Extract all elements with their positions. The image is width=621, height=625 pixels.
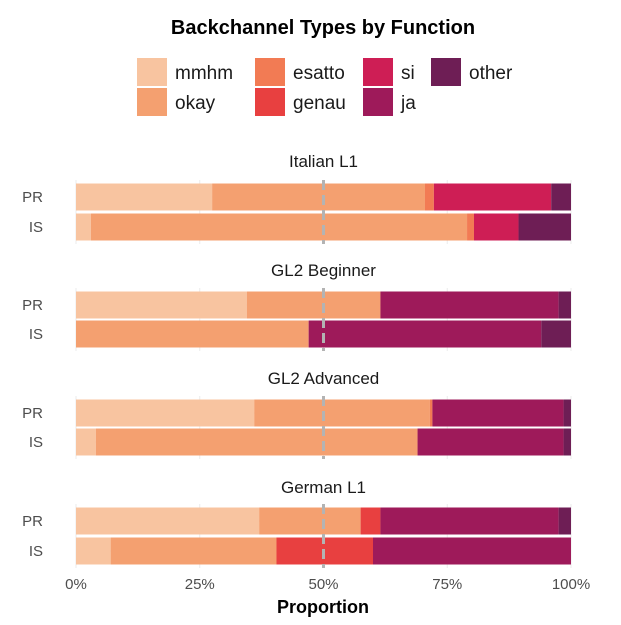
y-tick-label: IS <box>29 434 43 451</box>
bar-row-is: IS <box>29 537 571 565</box>
y-tick-label: IS <box>29 219 43 236</box>
legend-label-ja: ja <box>400 93 416 114</box>
legend-item-esatto: esatto <box>255 58 345 86</box>
legend-item-ja: ja <box>363 88 416 116</box>
bar-segment-esatto <box>429 399 433 427</box>
x-tick-label: 75% <box>432 576 462 593</box>
legend-swatch-okay <box>137 88 167 116</box>
bar-segment-ja <box>432 399 564 427</box>
legend-label-other: other <box>469 63 513 84</box>
panel-gl2-advanced: GL2 Advanced PR IS <box>22 369 572 459</box>
y-tick-label: PR <box>22 297 43 314</box>
bar-segment-okay <box>95 428 418 456</box>
bar-segment-okay <box>110 537 277 565</box>
bar-segment-mmhm <box>76 291 247 319</box>
legend-label-mmhm: mmhm <box>175 63 233 84</box>
legend-item-si: si <box>363 58 415 86</box>
panel-italian-l1: Italian L1 PR IS <box>22 152 572 244</box>
x-tick-label: 50% <box>308 576 338 593</box>
x-tick-label: 25% <box>185 576 215 593</box>
bar-segment-ja <box>373 537 571 565</box>
bar-segment-genau <box>360 507 381 535</box>
bar-segment-ja <box>380 507 559 535</box>
y-tick-label: PR <box>22 405 43 422</box>
bar-segment-okay <box>254 399 430 427</box>
y-tick-label: PR <box>22 513 43 530</box>
legend-swatch-other <box>431 58 461 86</box>
bar-segment-other <box>541 320 571 348</box>
bar-segment-other <box>558 291 571 319</box>
bar-segment-other <box>563 399 571 427</box>
bar-segment-okay <box>212 183 425 211</box>
legend-swatch-si <box>363 58 393 86</box>
legend-item-mmhm: mmhm <box>137 58 233 86</box>
y-tick-label: IS <box>29 543 43 560</box>
x-axis-title: Proportion <box>277 597 369 617</box>
panel-gl2-beginner: GL2 Beginner PR IS <box>22 261 572 351</box>
bar-segment-other <box>558 507 571 535</box>
chart-title: Backchannel Types by Function <box>171 17 475 39</box>
legend-label-esatto: esatto <box>293 63 345 84</box>
bar-segment-mmhm <box>76 213 91 241</box>
bar-segment-ja <box>380 291 559 319</box>
y-tick-label: PR <box>22 189 43 206</box>
legend-label-okay: okay <box>175 93 216 114</box>
legend-item-genau: genau <box>255 88 346 116</box>
bar-segment-other <box>551 183 571 211</box>
bar-segment-esatto <box>467 213 474 241</box>
x-tick-label: 0% <box>65 576 87 593</box>
legend: mmhm okay esatto genau si ja other <box>137 58 513 116</box>
bar-segment-okay <box>246 291 381 319</box>
bar-segment-mmhm <box>76 537 111 565</box>
panel-strip-label: GL2 Advanced <box>268 369 380 388</box>
bar-row-is: IS <box>29 428 571 456</box>
bar-segment-ja <box>417 428 564 456</box>
legend-swatch-ja <box>363 88 393 116</box>
bar-segment-okay <box>76 320 309 348</box>
bar-segment-esatto <box>424 183 434 211</box>
legend-label-genau: genau <box>293 93 346 114</box>
legend-swatch-genau <box>255 88 285 116</box>
bar-segment-ja <box>308 320 542 348</box>
bar-segment-okay <box>259 507 361 535</box>
bar-segment-si <box>433 183 552 211</box>
panel-strip-label: Italian L1 <box>289 152 358 171</box>
bar-segment-mmhm <box>76 428 96 456</box>
x-axis: 0% 25% 50% 75% 100% <box>65 576 590 593</box>
bar-row-pr: PR <box>22 183 571 211</box>
legend-item-okay: okay <box>137 88 216 116</box>
y-tick-label: IS <box>29 326 43 343</box>
legend-label-si: si <box>401 63 415 84</box>
bar-segment-mmhm <box>76 183 213 211</box>
bar-row-is: IS <box>29 320 571 348</box>
panel-strip-label: German L1 <box>281 478 366 497</box>
panel-strip-label: GL2 Beginner <box>271 261 376 280</box>
bar-segment-mmhm <box>76 399 255 427</box>
legend-swatch-esatto <box>255 58 285 86</box>
bar-segment-okay <box>90 213 468 241</box>
bar-segment-other <box>563 428 571 456</box>
x-tick-label: 100% <box>552 576 590 593</box>
legend-item-other: other <box>431 58 513 86</box>
bar-row-pr: PR <box>22 291 571 319</box>
bar-segment-other <box>518 213 571 241</box>
bar-row-pr: PR <box>22 507 571 535</box>
bar-segment-si <box>473 213 519 241</box>
bar-row-is: IS <box>29 213 571 241</box>
bar-segment-mmhm <box>76 507 260 535</box>
bar-row-pr: PR <box>22 399 571 427</box>
panel-german-l1: German L1 PR IS <box>22 478 572 568</box>
legend-swatch-mmhm <box>137 58 167 86</box>
